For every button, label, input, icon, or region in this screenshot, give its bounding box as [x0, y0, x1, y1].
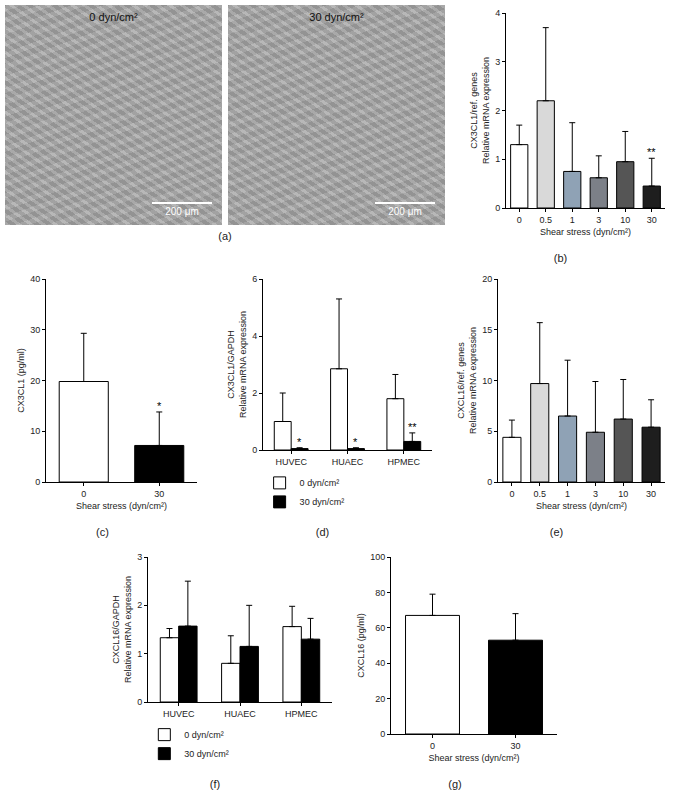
svg-text:Shear stress (dyn/cm²): Shear stress (dyn/cm²): [540, 227, 631, 237]
svg-text:0: 0: [517, 215, 522, 225]
svg-text:0: 0: [495, 203, 500, 213]
svg-text:2: 2: [252, 388, 257, 398]
svg-text:3: 3: [137, 552, 142, 562]
svg-text:0 dyn/cm²: 0 dyn/cm²: [300, 478, 340, 488]
svg-text:15: 15: [482, 325, 492, 335]
svg-text:**: **: [408, 421, 417, 433]
svg-text:40: 40: [375, 658, 385, 668]
svg-text:5: 5: [487, 426, 492, 436]
svg-text:2: 2: [495, 106, 500, 116]
svg-text:20: 20: [482, 274, 492, 284]
svg-text:Shear stress (dyn/cm²): Shear stress (dyn/cm²): [428, 753, 519, 763]
svg-text:HUAEC: HUAEC: [332, 457, 364, 467]
html-text:(g): (g): [448, 778, 462, 790]
svg-text:0: 0: [137, 697, 142, 707]
svg-text:30 dyn/cm²: 30 dyn/cm²: [300, 497, 345, 507]
html-text:(f): (f): [209, 778, 221, 790]
svg-text:0: 0: [487, 477, 492, 487]
svg-text:1: 1: [565, 489, 570, 499]
svg-text:30: 30: [647, 215, 657, 225]
svg-text:6: 6: [252, 274, 257, 284]
svg-text:30: 30: [510, 741, 520, 751]
svg-text:HUVEC: HUVEC: [163, 709, 195, 719]
svg-text:1: 1: [137, 649, 142, 659]
html-text:200 μm: 200 μm: [388, 206, 422, 217]
svg-text:10: 10: [618, 489, 628, 499]
svg-text:30: 30: [646, 489, 656, 499]
svg-text:Shear stress (dyn/cm²): Shear stress (dyn/cm²): [76, 501, 167, 511]
svg-text:HPMEC: HPMEC: [285, 709, 318, 719]
svg-text:1: 1: [570, 215, 575, 225]
html-text:200 μm: 200 μm: [165, 206, 199, 217]
svg-text:3: 3: [596, 215, 601, 225]
svg-text:4: 4: [495, 8, 500, 18]
svg-text:3: 3: [495, 57, 500, 67]
svg-text:1: 1: [495, 154, 500, 164]
svg-text:*: *: [157, 400, 162, 412]
svg-text:0: 0: [252, 445, 257, 455]
svg-text:HPMEC: HPMEC: [388, 457, 421, 467]
svg-text:100: 100: [370, 552, 385, 562]
svg-text:0: 0: [81, 489, 86, 499]
html-text:0 dyn/cm²: 0 dyn/cm²: [89, 11, 138, 23]
svg-text:2: 2: [137, 600, 142, 610]
svg-text:0.5: 0.5: [539, 215, 552, 225]
svg-text:**: **: [647, 146, 656, 158]
svg-text:0: 0: [509, 489, 514, 499]
svg-text:CXCL16/GAPDHRelative mRNA expr: CXCL16/GAPDHRelative mRNA expression: [111, 576, 133, 683]
svg-text:CX3CL1 (pg/ml): CX3CL1 (pg/ml): [16, 348, 26, 413]
svg-text:Shear stress (dyn/cm²): Shear stress (dyn/cm²): [536, 501, 627, 511]
svg-text:30: 30: [154, 489, 164, 499]
svg-text:HUAEC: HUAEC: [224, 709, 256, 719]
svg-text:4: 4: [252, 331, 257, 341]
html-text:(d): (d): [315, 526, 330, 538]
html-text:(b): (b): [553, 252, 568, 264]
svg-text:40: 40: [30, 274, 40, 284]
html-text:(c): (c): [96, 526, 109, 538]
svg-text:HUVEC: HUVEC: [275, 457, 307, 467]
svg-text:*: *: [353, 436, 358, 448]
svg-text:80: 80: [375, 588, 385, 598]
svg-text:60: 60: [375, 623, 385, 633]
svg-text:0.5: 0.5: [533, 489, 546, 499]
svg-text:3: 3: [593, 489, 598, 499]
svg-text:30: 30: [30, 325, 40, 335]
svg-text:10: 10: [30, 426, 40, 436]
svg-text:*: *: [297, 436, 302, 448]
svg-text:CX3CL1/ref. genesRelative mRNA: CX3CL1/ref. genesRelative mRNA expressio…: [469, 57, 491, 164]
svg-text:0: 0: [380, 729, 385, 739]
svg-text:20: 20: [375, 694, 385, 704]
svg-text:30 dyn/cm²: 30 dyn/cm²: [184, 749, 229, 759]
svg-text:0 dyn/cm²: 0 dyn/cm²: [184, 730, 224, 740]
html-text:(a): (a): [218, 230, 232, 242]
svg-text:CXCL16/ref. genesRelative mRNA: CXCL16/ref. genesRelative mRNA expressio…: [456, 327, 478, 434]
html-text:30 dyn/cm²: 30 dyn/cm²: [309, 11, 364, 23]
svg-text:20: 20: [30, 376, 40, 386]
svg-text:10: 10: [482, 376, 492, 386]
svg-text:CX3CL1/GAPDHRelative mRNA expr: CX3CL1/GAPDHRelative mRNA expression: [226, 311, 248, 418]
html-text:(e): (e): [549, 526, 564, 538]
svg-text:CXCL16 (pg/ml): CXCL16 (pg/ml): [356, 613, 366, 678]
svg-text:0: 0: [430, 741, 435, 751]
svg-text:0: 0: [35, 477, 40, 487]
svg-text:10: 10: [620, 215, 630, 225]
